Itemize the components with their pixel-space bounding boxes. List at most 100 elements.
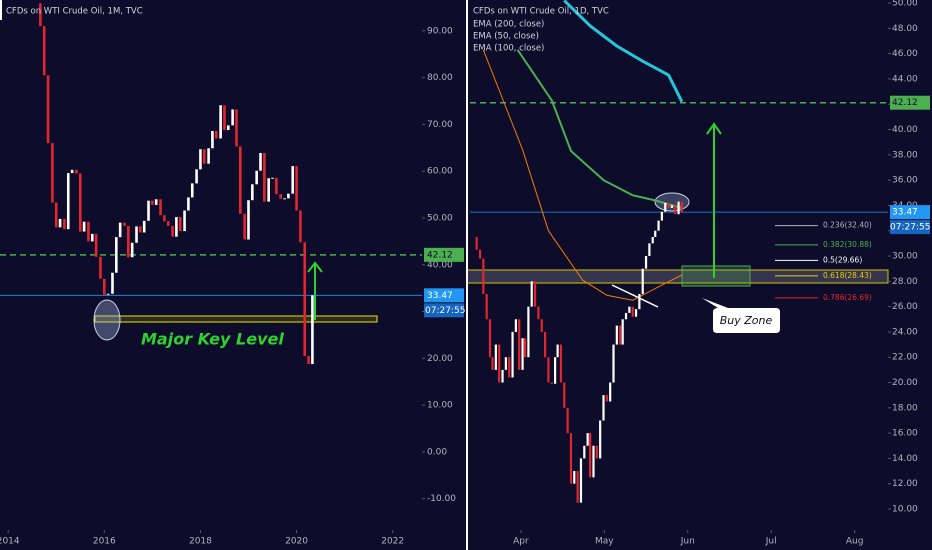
candle bbox=[478, 249, 482, 259]
candle bbox=[154, 199, 158, 205]
candle bbox=[207, 148, 210, 164]
x-tick-label: Apr bbox=[513, 537, 529, 547]
candle bbox=[102, 278, 106, 295]
candle bbox=[51, 143, 54, 203]
y-tick-label: 24.00 bbox=[892, 327, 918, 337]
y-tick-label: 12.00 bbox=[892, 479, 918, 489]
countdown-box bbox=[424, 303, 464, 318]
candle bbox=[127, 225, 130, 258]
candle bbox=[638, 293, 641, 310]
key-zone bbox=[94, 315, 378, 323]
x-tick-label: Jul bbox=[765, 537, 777, 547]
candle bbox=[223, 105, 226, 131]
candle bbox=[299, 210, 302, 243]
candle bbox=[94, 233, 98, 257]
candle bbox=[130, 242, 134, 258]
candle bbox=[279, 194, 282, 199]
candle bbox=[615, 325, 618, 345]
candle bbox=[271, 177, 274, 179]
candle bbox=[239, 146, 242, 214]
y-tick-label: 44.00 bbox=[892, 74, 918, 84]
x-tick-label: Jun bbox=[680, 537, 695, 547]
candle bbox=[491, 357, 494, 370]
candle bbox=[563, 382, 566, 408]
candle bbox=[42, 26, 46, 76]
y-tick-label: 20.00 bbox=[892, 378, 918, 388]
highlight-ellipse bbox=[654, 192, 690, 212]
candle bbox=[54, 202, 58, 228]
candle bbox=[135, 226, 138, 243]
candle bbox=[641, 268, 644, 294]
x-tick-label: 2018 bbox=[189, 537, 212, 547]
candle bbox=[624, 312, 628, 320]
candle bbox=[202, 149, 206, 164]
candle bbox=[66, 173, 70, 230]
price-label: 42.12 bbox=[427, 250, 453, 260]
candle bbox=[556, 344, 559, 358]
price-label-box bbox=[890, 95, 930, 110]
candle bbox=[311, 295, 314, 364]
ema-line bbox=[563, 0, 684, 103]
candle bbox=[142, 220, 146, 233]
candle bbox=[227, 125, 230, 131]
candle bbox=[211, 130, 214, 149]
candle bbox=[540, 319, 543, 332]
y-tick-label: 40.00 bbox=[427, 260, 453, 270]
fib-label: 0.618(28.43) bbox=[823, 271, 872, 280]
y-tick-label: 40.00 bbox=[892, 125, 918, 135]
candle bbox=[482, 258, 485, 294]
candle bbox=[75, 169, 78, 174]
candle bbox=[664, 202, 667, 212]
candle bbox=[139, 226, 142, 233]
candle bbox=[674, 205, 677, 215]
candle bbox=[231, 109, 234, 126]
candle bbox=[599, 420, 602, 459]
candle bbox=[660, 211, 663, 221]
candle bbox=[527, 306, 530, 358]
candle bbox=[195, 169, 198, 184]
candle bbox=[573, 471, 576, 484]
candle bbox=[183, 210, 186, 232]
y-tick-label: 90.00 bbox=[427, 26, 453, 36]
candle bbox=[579, 458, 583, 503]
callout-box bbox=[702, 298, 780, 333]
candle bbox=[634, 309, 638, 317]
candle bbox=[171, 225, 174, 237]
y-tick-label: 46.00 bbox=[892, 49, 918, 59]
candle bbox=[530, 281, 533, 307]
candle bbox=[58, 218, 62, 228]
candle bbox=[576, 471, 579, 503]
candle bbox=[554, 357, 557, 384]
x-tick-label: 2014 bbox=[0, 537, 20, 547]
ema-line bbox=[482, 49, 683, 301]
legend-entry: EMA (200, close) bbox=[473, 20, 544, 30]
candle bbox=[151, 200, 154, 205]
price-label-box bbox=[424, 288, 464, 303]
candle bbox=[533, 281, 537, 307]
candle bbox=[287, 193, 290, 199]
ema-line bbox=[516, 49, 683, 209]
candle bbox=[199, 149, 202, 170]
candle bbox=[247, 200, 250, 240]
legend-entry: EMA (100, close) bbox=[473, 44, 544, 54]
candle bbox=[255, 170, 258, 185]
candle bbox=[514, 319, 517, 332]
candle bbox=[586, 433, 589, 446]
candle bbox=[609, 382, 612, 402]
candle bbox=[654, 230, 657, 238]
candle bbox=[70, 169, 74, 174]
candle bbox=[537, 306, 540, 320]
candle bbox=[619, 325, 622, 345]
candle bbox=[569, 433, 573, 484]
candle bbox=[295, 166, 298, 211]
x-tick-label: Aug bbox=[846, 537, 864, 547]
candle bbox=[511, 331, 514, 378]
candle bbox=[589, 433, 592, 478]
candle bbox=[123, 222, 126, 226]
candle bbox=[267, 178, 270, 202]
candle bbox=[550, 382, 553, 384]
y-tick-label: 38.00 bbox=[892, 150, 918, 160]
candle bbox=[602, 395, 605, 421]
candle bbox=[547, 357, 550, 383]
candle bbox=[559, 344, 563, 383]
